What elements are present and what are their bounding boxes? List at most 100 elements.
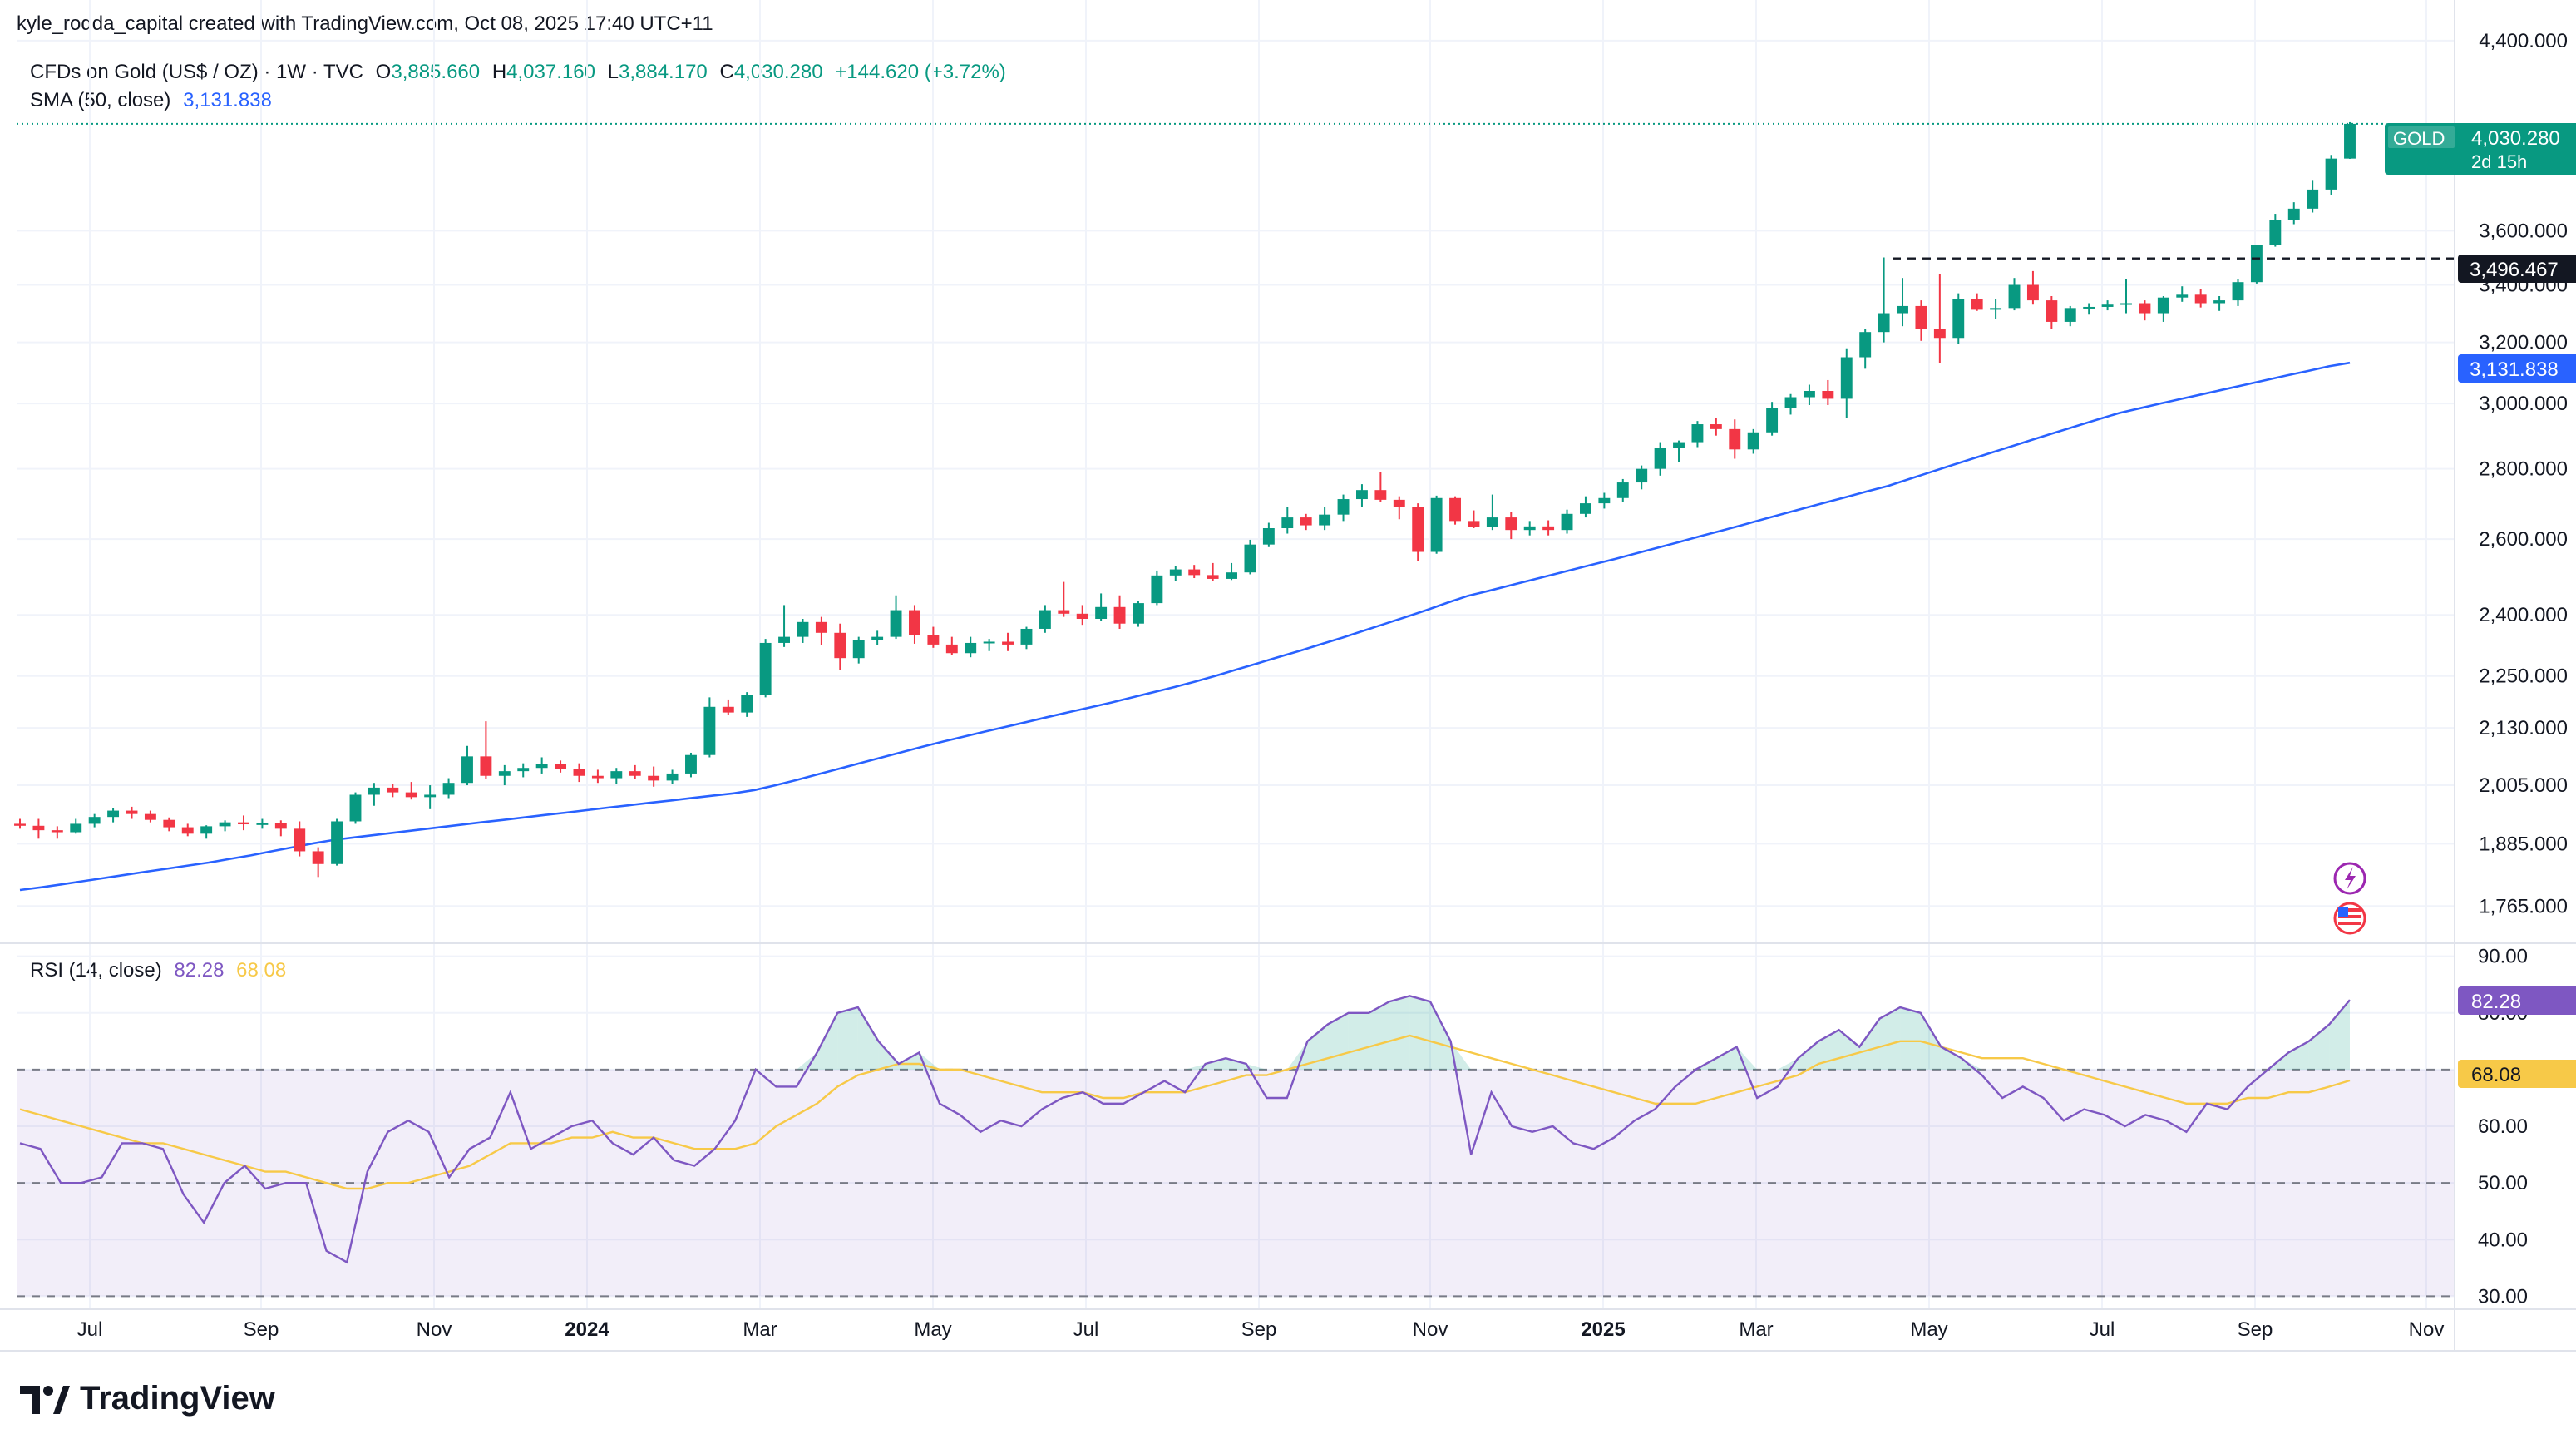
candle-body (1561, 513, 1573, 531)
price-tick-label: 2,400.000 (2479, 604, 2568, 626)
candle-body (1188, 569, 1201, 576)
candle (1207, 562, 1219, 581)
candle (88, 813, 101, 828)
candle-body (555, 764, 567, 769)
candle (1188, 565, 1201, 579)
candle (461, 745, 473, 786)
candle (1039, 605, 1051, 633)
candle (238, 815, 249, 831)
sma-label[interactable]: SMA (50, close) (30, 88, 171, 111)
rsi-tick-label: 90.00 (2478, 946, 2528, 968)
candle-body (2344, 123, 2356, 159)
candle (2083, 303, 2095, 315)
candle-body (163, 819, 175, 828)
time-tick-label: Jul (77, 1318, 103, 1341)
candle-body (2250, 245, 2263, 283)
candle (1486, 494, 1498, 531)
rsi-overbought-fill (1307, 1024, 1329, 1070)
rsi-overbought-fill (1859, 1018, 1880, 1070)
rsi-ma-badge-label: 68.08 (2471, 1064, 2521, 1086)
lightning-icon[interactable] (2333, 862, 2366, 895)
candle-body (2101, 304, 2114, 307)
candle-body (610, 771, 623, 779)
candle (498, 764, 511, 786)
level-label: 3,496.467 (2470, 259, 2559, 281)
tradingview-logo-icon (20, 1385, 70, 1414)
candle (256, 818, 269, 829)
price-tick-label: 4,400.000 (2479, 30, 2568, 52)
candle-body (1039, 610, 1051, 629)
candle-body (1747, 432, 1759, 450)
candle-body (368, 787, 380, 795)
rsi-badge: 82.28 (2458, 986, 2576, 1015)
candle-body (1412, 507, 1424, 552)
candle (1784, 393, 1797, 415)
candle-body (815, 621, 827, 633)
candle-body (126, 810, 138, 814)
candle-body (1449, 497, 1461, 522)
rsi-overbought-fill (1920, 1012, 1942, 1070)
candle-body (871, 636, 884, 640)
candle-body (2213, 300, 2226, 304)
candle (1262, 522, 1275, 547)
candle (1915, 300, 1927, 341)
price-tick-label: 2,005.000 (2479, 774, 2568, 797)
candle (1412, 503, 1424, 561)
candle (2307, 180, 2319, 213)
time-tick-label: Mar (743, 1318, 777, 1341)
time-tick-label: Nov (1413, 1318, 1448, 1341)
candle (852, 636, 865, 664)
rsi-overbought-fill (1900, 1006, 1921, 1070)
candle (349, 792, 362, 824)
candle-body (1710, 424, 1722, 429)
symbol-title[interactable]: CFDs on Gold (US$ / OZ) · 1W · TVC (30, 60, 363, 83)
time-tick-label: 2025 (1581, 1318, 1625, 1341)
candle (442, 778, 455, 799)
candle-body (2157, 297, 2169, 314)
candle (871, 630, 884, 645)
tradingview-logo[interactable]: TradingView (20, 1381, 275, 1419)
candle-body (1300, 517, 1312, 526)
candle-body (1803, 390, 1815, 398)
candle-body (1971, 299, 1983, 310)
time-tick-label: May (914, 1318, 951, 1341)
us-flag-icon[interactable] (2333, 902, 2366, 935)
candle-body (945, 644, 958, 654)
candle-body (424, 794, 437, 798)
candle-body (1207, 575, 1219, 579)
candle-body (387, 787, 399, 793)
rsi-overbought-fill (1205, 1058, 1226, 1070)
candle (2232, 279, 2244, 306)
candle (2064, 305, 2076, 327)
rsi-overbought-fill (837, 1006, 858, 1070)
candle-body (1878, 313, 1890, 333)
candle (274, 820, 287, 837)
countdown-label: 2d 15h (2471, 151, 2527, 172)
rsi-overbought-fill (1941, 1046, 1962, 1070)
price-tick-label: 2,600.000 (2479, 528, 2568, 551)
rsi-label[interactable]: RSI (14, close) (30, 958, 162, 982)
candle-body (1840, 357, 1853, 399)
candle (32, 818, 45, 839)
time-tick-label: 2024 (565, 1318, 609, 1341)
candle (1151, 570, 1163, 606)
candle (1244, 539, 1256, 575)
time-tick-label: Sep (2238, 1318, 2273, 1341)
candle (1859, 329, 1872, 369)
time-tick-label: Nov (2409, 1318, 2445, 1341)
rsi-overbought-fill (1798, 1041, 1818, 1070)
candle (1542, 520, 1555, 536)
candle-body (2008, 284, 2021, 309)
candle (1933, 274, 1946, 363)
candle-body (1262, 528, 1275, 545)
candle (2026, 270, 2039, 305)
candle-body (778, 636, 791, 643)
rsi-overbought-fill (817, 1012, 838, 1070)
candle (2157, 296, 2169, 322)
close-label: C (719, 60, 734, 83)
candle (2287, 202, 2300, 225)
candle (2250, 245, 2263, 284)
candle-body (498, 771, 511, 776)
candle (368, 783, 380, 806)
